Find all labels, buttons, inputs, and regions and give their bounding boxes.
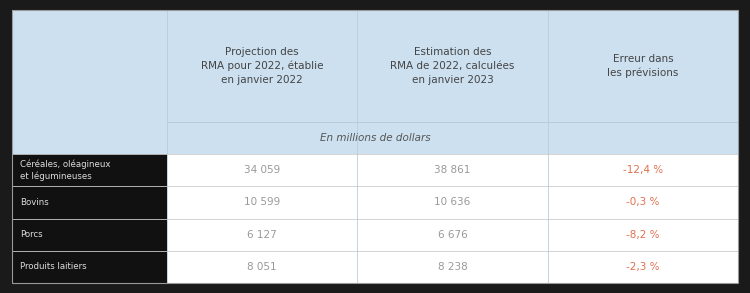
Bar [12, 10, 738, 154]
Text: 10 599: 10 599 [244, 197, 280, 207]
Text: Produits laitiers: Produits laitiers [20, 262, 86, 271]
Text: Céréales, oléagineux
et légumineuses: Céréales, oléagineux et légumineuses [20, 159, 110, 181]
Text: -0,3 %: -0,3 % [626, 197, 659, 207]
Bar [12, 186, 167, 219]
Text: En millions de dollars: En millions de dollars [320, 133, 430, 143]
Text: 6 676: 6 676 [438, 230, 467, 240]
Text: 8 051: 8 051 [248, 262, 277, 272]
Bar [167, 154, 738, 283]
Text: -8,2 %: -8,2 % [626, 230, 659, 240]
Text: Projection des
RMA pour 2022, établie
en janvier 2022: Projection des RMA pour 2022, établie en… [201, 47, 323, 85]
Text: -12,4 %: -12,4 % [622, 165, 663, 175]
Text: -2,3 %: -2,3 % [626, 262, 659, 272]
Text: Bovins: Bovins [20, 198, 49, 207]
Bar [12, 251, 167, 283]
Text: 8 238: 8 238 [438, 262, 467, 272]
Text: Porcs: Porcs [20, 230, 43, 239]
Text: 34 059: 34 059 [244, 165, 280, 175]
Bar [12, 219, 167, 251]
Text: Estimation des
RMA de 2022, calculées
en janvier 2023: Estimation des RMA de 2022, calculées en… [390, 47, 514, 85]
Text: 38 861: 38 861 [434, 165, 471, 175]
Text: Erreur dans
les prévisions: Erreur dans les prévisions [608, 54, 679, 78]
Text: 6 127: 6 127 [248, 230, 277, 240]
Bar [12, 154, 167, 186]
Text: 10 636: 10 636 [434, 197, 471, 207]
